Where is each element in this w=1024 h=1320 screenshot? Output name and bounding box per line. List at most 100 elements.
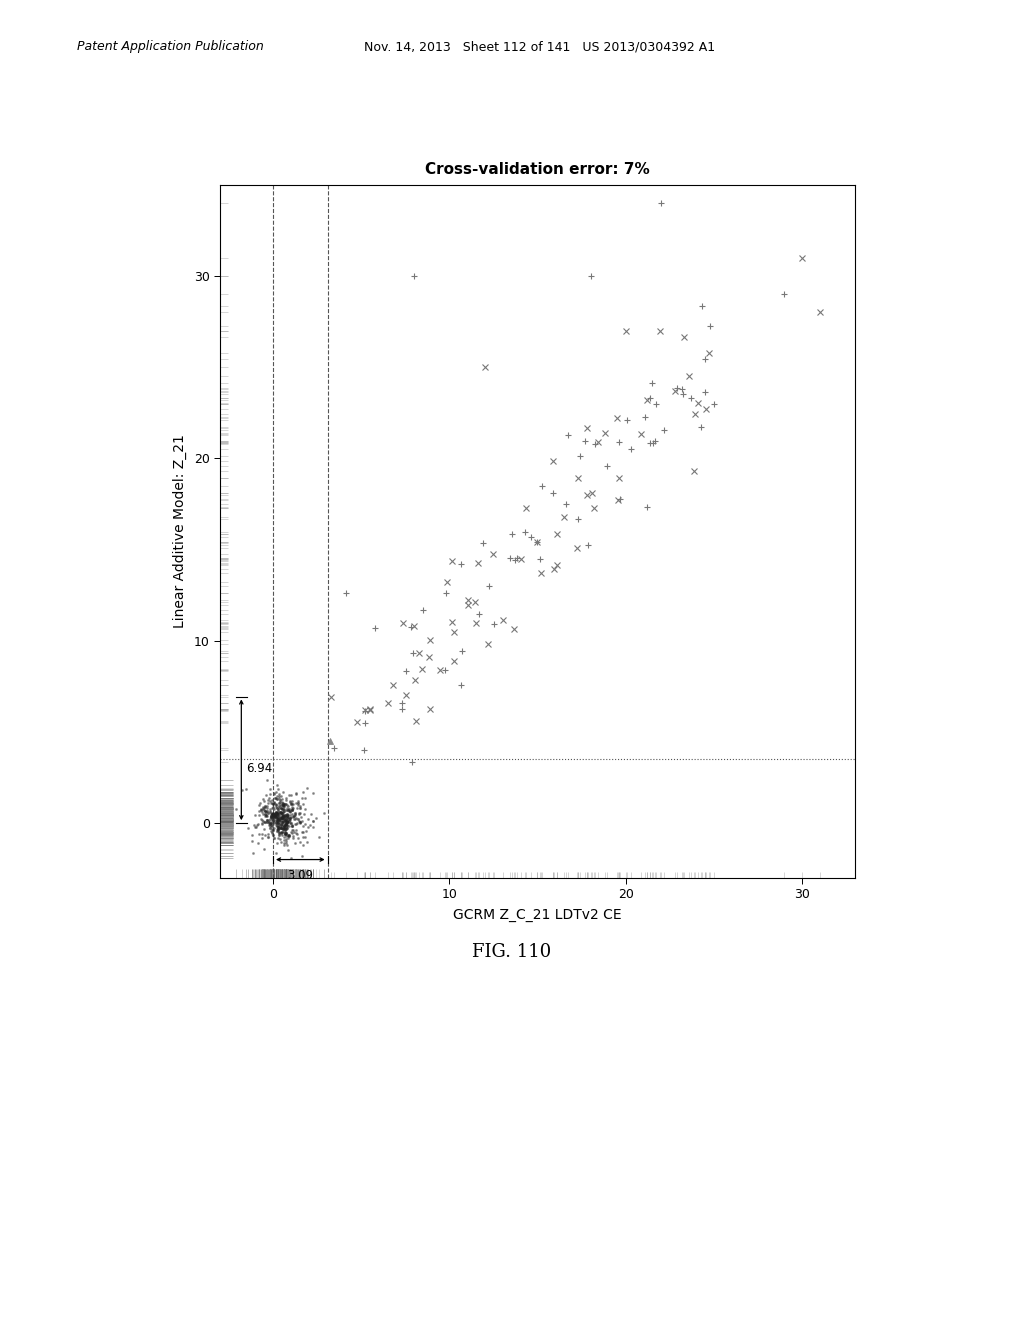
Point xyxy=(286,805,302,826)
Point xyxy=(279,799,295,820)
Point xyxy=(244,830,260,851)
Point xyxy=(268,775,285,796)
Point xyxy=(272,817,289,838)
Point xyxy=(275,807,292,828)
Point xyxy=(257,800,273,821)
Point xyxy=(271,805,288,826)
Point xyxy=(270,809,287,830)
Point xyxy=(278,805,294,826)
Point xyxy=(278,814,294,836)
Point xyxy=(240,817,256,838)
Point xyxy=(274,793,291,814)
Point xyxy=(279,813,295,834)
Point xyxy=(276,804,293,825)
Point xyxy=(279,805,295,826)
Point xyxy=(271,789,288,810)
Point xyxy=(307,808,324,829)
Point xyxy=(276,821,293,842)
Point xyxy=(282,805,298,826)
Point xyxy=(264,822,281,843)
Point xyxy=(283,847,299,869)
Point xyxy=(259,809,275,830)
Point xyxy=(275,818,292,840)
Point xyxy=(263,813,280,834)
Point xyxy=(285,820,301,841)
Point xyxy=(282,791,298,812)
Point xyxy=(283,812,299,833)
Point xyxy=(280,809,296,830)
Point xyxy=(281,840,297,861)
Point xyxy=(255,810,271,832)
Point xyxy=(269,833,286,854)
Point xyxy=(268,812,285,833)
Point xyxy=(289,784,305,805)
Point xyxy=(298,820,314,841)
Point xyxy=(280,795,296,816)
Point xyxy=(292,812,308,833)
Point xyxy=(297,826,313,847)
Point xyxy=(286,808,302,829)
Point xyxy=(256,838,272,859)
Point xyxy=(297,788,313,809)
Point xyxy=(278,822,294,843)
Point xyxy=(275,834,292,855)
Point xyxy=(269,785,286,807)
Point xyxy=(304,817,321,838)
Point xyxy=(257,803,273,824)
Point xyxy=(251,800,267,821)
Text: Patent Application Publication: Patent Application Publication xyxy=(77,40,263,53)
Point xyxy=(278,824,294,845)
Point xyxy=(268,805,285,826)
Point xyxy=(281,825,297,846)
Point xyxy=(267,781,284,803)
Point xyxy=(274,812,291,833)
Point xyxy=(287,804,303,825)
Point xyxy=(260,792,276,813)
Point xyxy=(275,808,292,829)
Point xyxy=(260,824,276,845)
Point xyxy=(276,810,293,832)
Point xyxy=(274,792,291,813)
Point xyxy=(283,807,299,828)
Point xyxy=(278,832,294,853)
Point xyxy=(261,800,278,821)
Point xyxy=(270,824,287,845)
Point xyxy=(281,825,297,846)
Point xyxy=(264,809,281,830)
Point xyxy=(261,809,278,830)
Point xyxy=(275,793,292,814)
Point xyxy=(283,793,299,814)
Point xyxy=(268,810,285,832)
Point xyxy=(284,799,300,820)
Point xyxy=(274,799,291,820)
Point xyxy=(267,807,284,828)
Point xyxy=(281,800,297,821)
Point xyxy=(274,825,291,846)
Point xyxy=(288,820,304,841)
Point xyxy=(280,797,296,818)
Point xyxy=(270,812,287,833)
Point xyxy=(267,803,284,824)
Point xyxy=(274,792,291,813)
Point xyxy=(288,813,304,834)
Point xyxy=(281,824,297,845)
Point xyxy=(262,814,279,836)
Point xyxy=(270,821,287,842)
Point xyxy=(290,808,306,829)
Point xyxy=(284,800,300,821)
Point xyxy=(256,818,272,840)
Point xyxy=(280,800,296,821)
Point xyxy=(254,801,270,822)
Point xyxy=(278,810,294,832)
Point xyxy=(292,797,308,818)
Point xyxy=(245,842,261,863)
Point xyxy=(279,817,295,838)
Point xyxy=(272,822,289,843)
Point xyxy=(276,822,293,843)
Point xyxy=(273,808,290,829)
Point xyxy=(295,834,311,855)
Point xyxy=(300,808,316,829)
Point xyxy=(258,805,274,826)
Point xyxy=(274,816,291,837)
Point xyxy=(265,793,282,814)
